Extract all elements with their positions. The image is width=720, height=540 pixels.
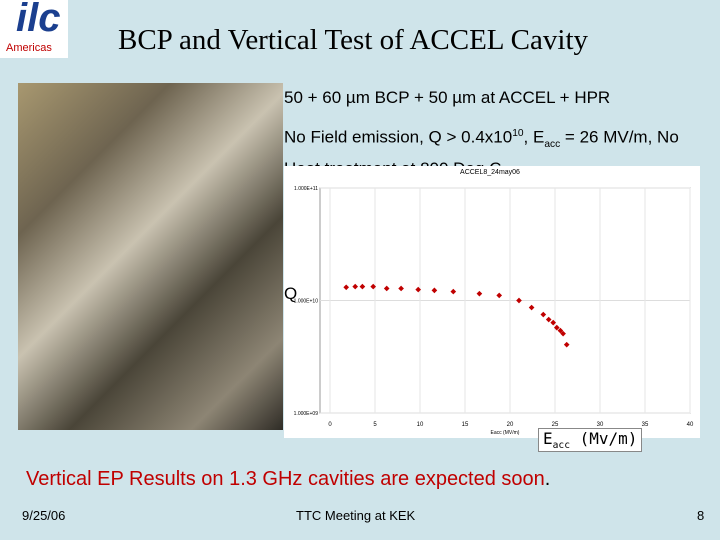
data-point xyxy=(352,283,359,290)
x-tick-label: 10 xyxy=(417,422,424,428)
data-point xyxy=(476,290,483,297)
note: Vertical EP Results on 1.3 GHz cavities … xyxy=(26,468,550,491)
data-point xyxy=(545,316,552,323)
x-note-text: E xyxy=(543,429,553,448)
x-tick-label: 15 xyxy=(462,422,469,428)
x-note-text: (Mv/m) xyxy=(569,429,638,448)
data-point xyxy=(431,287,438,294)
chart: ACCEL8_24may06 Eacc (MV/m) 1.000E+09 1.00… xyxy=(284,166,700,438)
data-point xyxy=(540,311,547,318)
data-point xyxy=(383,285,390,292)
subscript: acc xyxy=(552,440,570,452)
chart-title: ACCEL8_24may06 xyxy=(460,169,520,176)
x-tick-label: 0 xyxy=(328,422,332,428)
data-point xyxy=(557,327,564,334)
logo-box: ilc Americas xyxy=(0,0,68,58)
footer-page: 8 xyxy=(697,508,705,523)
x-tick-label: 30 xyxy=(597,422,604,428)
data-point xyxy=(450,288,457,295)
x-tick-label: 40 xyxy=(687,422,694,428)
data-point xyxy=(415,286,422,293)
logo-subtitle: Americas xyxy=(6,42,52,54)
photo xyxy=(18,83,283,430)
data-point xyxy=(553,324,560,331)
chart-background xyxy=(284,166,700,438)
data-point xyxy=(563,341,570,348)
slide-title: BCP and Vertical Test of ACCEL Cavity xyxy=(118,24,589,56)
data-point xyxy=(370,283,377,290)
subscript: acc xyxy=(544,139,561,151)
bullet-text: , E xyxy=(523,127,545,147)
data-point xyxy=(359,283,366,290)
x-tick-label: 5 xyxy=(373,422,377,428)
data-point xyxy=(528,304,535,311)
note-text: . xyxy=(544,468,551,490)
bullet-text: No Field emission, Q > 0.4x10 xyxy=(284,127,513,147)
bullet: No Field emission, Q > 0.4x1010, Eacc = … xyxy=(284,122,684,181)
data-point xyxy=(516,297,522,304)
data-point xyxy=(398,285,404,292)
x-axis-label: Eacc (MV/m) xyxy=(491,430,520,436)
x-tick-label: 20 xyxy=(507,422,514,428)
x-tick-label: 25 xyxy=(552,422,559,428)
bullet-text: 50 + 60 µm BCP + 50 µm at ACCEL + HPR xyxy=(284,88,611,107)
data-point xyxy=(343,284,350,291)
logo-text: ilc xyxy=(16,0,61,40)
superscript: 10 xyxy=(512,128,524,139)
data-point xyxy=(550,319,557,326)
y-tick-label: 1.000E+11 xyxy=(294,186,318,192)
footer-event: TTC Meeting at KEK xyxy=(296,508,416,523)
y-tick-label: 1.000E+09 xyxy=(294,411,319,417)
x-tick-label: 35 xyxy=(642,422,649,428)
x-note: Eacc (Mv/m) xyxy=(538,428,643,453)
footer-date: 9/25/06 xyxy=(22,508,66,523)
data-point xyxy=(496,292,503,299)
y-tick-label: 1.000E+10 xyxy=(294,299,319,305)
data-point xyxy=(560,330,566,337)
y-note: Q xyxy=(284,284,298,303)
bullet: 50 + 60 µm BCP + 50 µm at ACCEL + HPR xyxy=(284,88,610,108)
note-text: Vertical EP Results on 1.3 GHz cavities … xyxy=(26,468,545,490)
